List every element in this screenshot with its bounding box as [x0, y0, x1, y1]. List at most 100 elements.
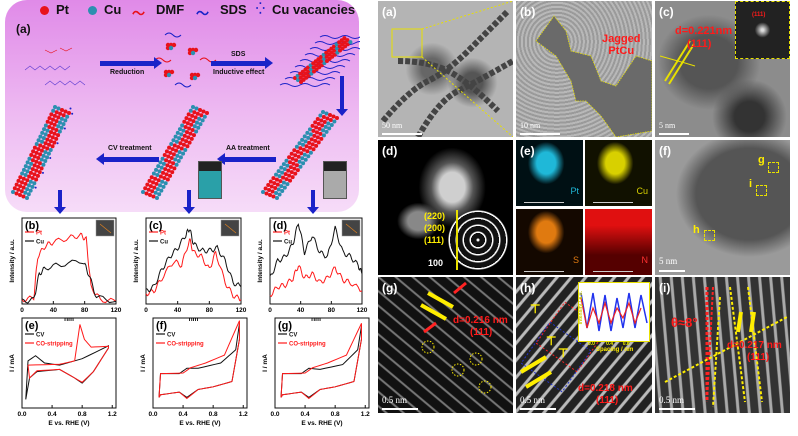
pt-atom — [318, 131, 323, 136]
hrtem-image-f: g i h (f) 5 nm — [655, 140, 790, 275]
scale-bar — [382, 408, 418, 410]
pt-atom — [199, 113, 204, 118]
pt-atom — [191, 133, 196, 138]
pt-atom — [163, 167, 168, 172]
pt-atom — [158, 174, 163, 179]
panel-label: (f) — [156, 320, 167, 332]
pt-atom — [162, 153, 167, 158]
pt-atom — [314, 125, 319, 130]
annotation-line: Jagged — [602, 33, 641, 45]
pt-atom — [284, 177, 289, 182]
scale-bar-label: 10 nm — [520, 121, 541, 130]
pt-atom — [314, 143, 319, 148]
pt-atom — [310, 142, 315, 147]
pt-atom — [39, 148, 44, 153]
pt-atom — [32, 172, 37, 177]
x-tick-label: 80 — [81, 307, 89, 314]
cu-atom — [161, 184, 166, 189]
dmf-wave-icon: 〜 — [132, 6, 146, 21]
cu-atom — [173, 134, 178, 139]
cu-atom — [282, 167, 287, 172]
pt-atom — [58, 111, 63, 116]
cu-atom — [26, 183, 31, 188]
nanocluster-atom — [166, 72, 172, 78]
x-tick-label: 0 — [20, 307, 24, 314]
y-axis-label: I / mA — [140, 354, 147, 372]
cu-atom — [308, 132, 313, 137]
down-arrow — [307, 190, 319, 214]
legend-label: Pt — [284, 231, 290, 237]
legend-sds: 〜 SDS — [196, 2, 247, 21]
hrtem-image-c: (111) (c) d=0.221nm (111) 5 nm — [655, 1, 790, 137]
pt-atom — [56, 133, 61, 138]
pt-atom — [290, 175, 295, 180]
y-axis-label: Intensity / a.u. — [257, 239, 264, 283]
pt-atom — [295, 149, 300, 154]
pt-atom — [49, 130, 54, 135]
pt-atom — [169, 156, 174, 161]
region-label-h: h — [693, 224, 700, 236]
cu-atom — [42, 127, 47, 132]
legend-cu: Cu — [88, 2, 121, 17]
pt-atom — [54, 119, 59, 124]
pt-atom — [12, 186, 17, 191]
cu-atom — [285, 163, 290, 168]
fft-inset: (111) — [735, 1, 790, 59]
pt-atom — [335, 116, 339, 120]
pt-atom — [321, 114, 326, 119]
panel-label: (g) — [278, 320, 292, 332]
cu-atom — [161, 161, 166, 166]
pt-atom — [198, 108, 202, 112]
scale-bar — [593, 202, 633, 203]
panel-label: (h) — [520, 281, 536, 295]
lattice-annotation — [664, 286, 788, 408]
pt-atom — [154, 181, 159, 186]
nanocluster-atom — [192, 75, 198, 81]
scale-bar-label: 5 nm — [659, 121, 676, 130]
cu-atom — [192, 124, 197, 129]
cu-vacancy — [69, 107, 72, 110]
pt-atom — [25, 178, 30, 183]
sds-chain — [319, 35, 360, 39]
vial-clear-solution — [323, 161, 347, 199]
cu-atom — [323, 124, 328, 129]
pt-atom — [319, 136, 324, 141]
pt-atom — [36, 156, 41, 161]
pt-atom — [272, 181, 277, 186]
lattice-marker — [659, 40, 696, 85]
chart-b: Pt Cu 0 40 80 120 nm Intensity / a.u. (b) — [9, 217, 122, 323]
pt-atom — [168, 173, 173, 178]
cu-atom — [153, 190, 158, 195]
chart-e: CV CO-stripping 0.0 0.4 0.8 1.2 E vs. RHE (V) I… — [9, 317, 117, 427]
jagged-ptcu-annotation: Jagged PtCu — [602, 33, 641, 57]
series-line-co-stripping — [158, 320, 240, 400]
cu-atom — [279, 165, 284, 170]
pt-atom — [273, 186, 278, 191]
pt-atom — [146, 187, 151, 192]
pt-atom — [313, 138, 318, 143]
pt-atom — [41, 144, 46, 149]
series-line-cv — [25, 345, 109, 400]
pt-atom — [170, 170, 175, 175]
pt-atom — [289, 170, 294, 175]
pt-atom — [195, 111, 200, 116]
x-axis-label: nm — [311, 316, 321, 323]
cu-atom — [171, 138, 176, 143]
pt-atom — [52, 113, 57, 118]
pt-atom — [266, 183, 271, 188]
x-tick-label: 1.2 — [361, 411, 370, 418]
cu-atom — [157, 192, 162, 197]
pt-atom — [317, 126, 322, 131]
cu-atom — [41, 136, 46, 141]
cu-atom — [324, 129, 329, 134]
scale-bar — [382, 133, 422, 135]
cu-atom — [175, 130, 180, 135]
dmf-molecule — [44, 47, 73, 54]
pt-atom — [331, 114, 336, 119]
pt-atom — [30, 176, 35, 181]
pt-atom — [50, 144, 55, 149]
pt-atom — [180, 137, 185, 142]
y-axis-label: Intensity / a.u. — [9, 239, 16, 283]
pt-atom — [293, 153, 298, 158]
cu-atom — [173, 157, 178, 162]
